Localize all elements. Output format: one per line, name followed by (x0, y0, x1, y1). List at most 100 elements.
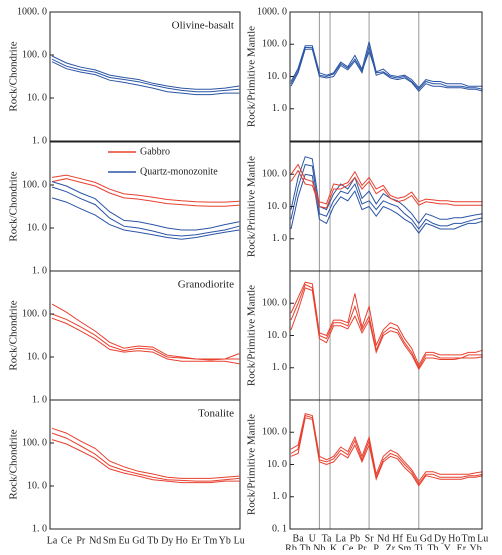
series-line (290, 281, 483, 367)
panel-title: Granodiorite (178, 279, 234, 291)
x-tick-label: P (373, 543, 379, 550)
y-tick-label: 1. 0 (32, 523, 47, 534)
x-tick-label: Y (444, 543, 451, 550)
x-tick-label: Eu (406, 533, 417, 544)
series-line (290, 156, 483, 225)
series-line (290, 44, 483, 92)
x-tick-label: Pb (350, 533, 361, 544)
y-tick-label: 100. 0 (22, 437, 47, 448)
series-line (290, 46, 483, 91)
y-axis-label: Rock/Primitive Mantle (246, 285, 258, 386)
plot-frame (49, 399, 241, 530)
x-tick-label: Ta (322, 533, 332, 544)
y-tick-label: 1. 0 (272, 233, 287, 244)
series-line (290, 173, 483, 234)
series-line (290, 412, 483, 483)
x-tick-label: Er (457, 543, 467, 550)
series-line (290, 414, 483, 485)
x-tick-label: Sm (103, 535, 117, 546)
series-line (51, 55, 240, 90)
series-line (290, 163, 483, 205)
y-tick-label: 100. 0 (262, 39, 287, 50)
x-tick-label: Nb (313, 543, 325, 550)
x-tick-label: Ti (415, 543, 424, 550)
series-line (51, 432, 240, 482)
y-tick-label: 1. 0 (272, 103, 287, 114)
y-tick-label: 100. 0 (22, 308, 47, 319)
x-tick-label: Yb (469, 543, 481, 550)
x-tick-label: Gd (132, 535, 144, 546)
x-tick-label: Nd (89, 535, 101, 546)
x-tick-label: U (309, 533, 317, 544)
series-line (51, 58, 240, 93)
y-axis-label: Rock/Chondrite (8, 429, 20, 499)
legend-label: Gabbro (140, 146, 170, 157)
x-tick-label: Ho (175, 535, 187, 546)
y-tick-label: 1. 0 (32, 394, 47, 405)
x-tick-label: Sm (398, 543, 412, 550)
x-tick-label: Lu (234, 535, 245, 546)
x-tick-label: Gd (420, 533, 432, 544)
plot-frame (289, 11, 483, 142)
x-tick-label: Ba (293, 533, 305, 544)
series-line (51, 174, 240, 203)
x-tick-label: Eu (118, 535, 129, 546)
panel-title: Olivine-basalt (172, 20, 234, 32)
series-line (51, 186, 240, 237)
x-tick-label: Ce (342, 543, 354, 550)
series-line (51, 313, 240, 361)
x-tick-label: Pr (76, 535, 86, 546)
x-tick-label: Dy (161, 535, 173, 546)
y-tick-label: 10. 0 (27, 92, 47, 103)
y-tick-label: 0. 1 (272, 523, 287, 534)
x-tick-label: Tb (147, 535, 158, 546)
y-tick-label: 100. 0 (262, 427, 287, 438)
series-line (290, 283, 483, 369)
x-tick-label: Nd (377, 533, 389, 544)
plot-frame (289, 399, 483, 530)
series-line (290, 41, 483, 89)
x-tick-label: Hf (392, 533, 403, 544)
series-line (51, 181, 240, 231)
series-line (290, 163, 483, 230)
x-tick-label: Ho (448, 533, 460, 544)
legend-label: Quartz-monozonite (140, 166, 218, 177)
series-line (51, 317, 240, 365)
y-axis-label: Rock/Chondrite (8, 171, 20, 241)
y-tick-label: 1. 0 (272, 491, 287, 502)
x-tick-label: Ce (61, 535, 73, 546)
y-axis-label: Rock/Primitive Mantle (246, 156, 258, 257)
y-tick-label: 1. 0 (32, 265, 47, 276)
series-line (290, 417, 483, 487)
y-tick-label: 10. 0 (27, 480, 47, 491)
y-tick-label: 10. 0 (267, 71, 287, 82)
series-line (51, 178, 240, 207)
y-axis-label: Rock/Primitive Mantle (246, 414, 258, 515)
y-axis-label: Rock/Chondrite (8, 300, 20, 370)
series-line (51, 303, 240, 360)
x-tick-label: La (335, 533, 346, 544)
plot-frame (49, 11, 241, 142)
x-tick-label: Yb (219, 535, 231, 546)
y-tick-label: 10. 0 (267, 459, 287, 470)
x-tick-label: Pr (358, 543, 368, 550)
y-tick-label: 10. 0 (267, 201, 287, 212)
x-tick-label: Sr (365, 533, 375, 544)
x-tick-label: Tb (427, 543, 438, 550)
x-tick-label: Zr (386, 543, 396, 550)
series-line (290, 287, 483, 371)
y-tick-label: 10. 0 (27, 351, 47, 362)
y-tick-label: 1. 0 (32, 135, 47, 146)
x-tick-label: Dy (434, 533, 446, 544)
y-tick-label: 100. 0 (262, 298, 287, 309)
y-tick-label: 10. 0 (267, 330, 287, 341)
series-line (51, 427, 240, 479)
x-tick-label: Er (191, 535, 201, 546)
x-tick-label: Tm (203, 535, 217, 546)
x-tick-label: Lu (477, 533, 488, 544)
y-axis-label: Rock/Primitive Mantle (246, 26, 258, 127)
series-line (51, 439, 240, 484)
y-tick-label: 100. 0 (262, 169, 287, 180)
x-tick-label: K (330, 543, 338, 550)
y-tick-label: 10. 0 (27, 222, 47, 233)
